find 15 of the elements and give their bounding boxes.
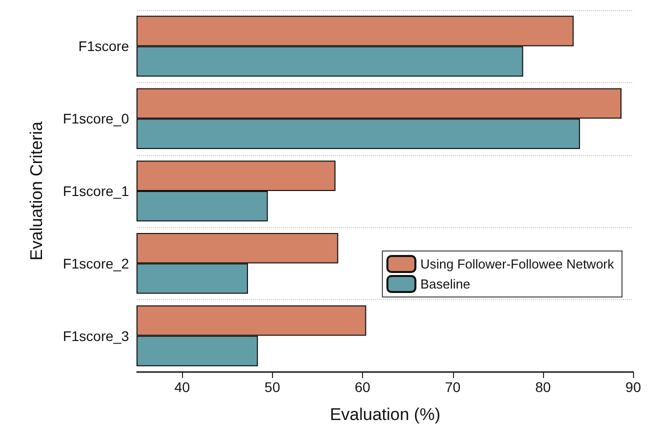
x-tick-label: 80 [535, 379, 551, 395]
x-tick-label: 50 [264, 379, 280, 395]
x-axis-title: Evaluation (%) [330, 405, 440, 424]
y-tick-label: F1score_1 [62, 183, 130, 199]
legend-label: Using Follower-Followee Network [420, 256, 614, 272]
x-tick-label: 60 [354, 379, 371, 395]
y-tick-label: F1score_2 [62, 255, 130, 272]
y-tick-label: F1score_0 [62, 110, 130, 127]
y-axis-title: Evaluation Criteria [27, 121, 46, 260]
x-tick-label: 40 [174, 379, 190, 395]
y-tick-label: F1score_3 [62, 328, 130, 344]
x-tick-label: 70 [444, 379, 461, 395]
x-tick-label: 90 [625, 379, 642, 395]
legend-label: Baseline [420, 276, 470, 292]
y-tick-label: F1score [78, 38, 130, 54]
